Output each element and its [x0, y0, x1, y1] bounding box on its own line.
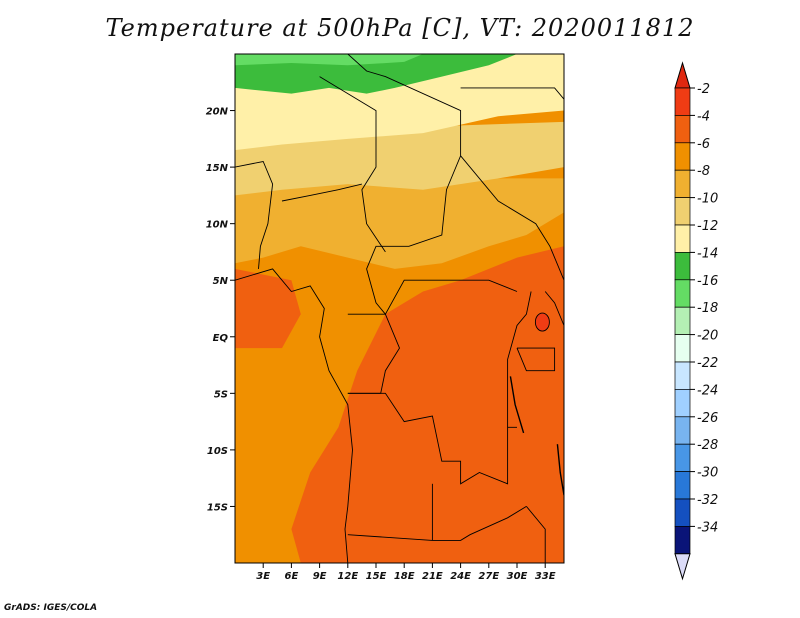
colorbar-swatch [674, 361, 691, 390]
x-tick-label: 6E [285, 571, 299, 582]
colorbar-swatch [674, 334, 691, 363]
map-area [235, 54, 564, 563]
grads-credit: GrADS: IGES/COLA [4, 603, 98, 613]
x-tick-label: 27E [478, 571, 499, 582]
border-line [235, 268, 353, 563]
y-tick-label: 20N [206, 107, 229, 118]
map-frame [234, 53, 565, 564]
y-tick-label: EQ [213, 333, 229, 344]
colorbar-swatch [674, 252, 691, 281]
colorbar-swatch [674, 169, 691, 198]
y-tick-label: 10N [206, 220, 229, 231]
x-tick-label: 30E [507, 571, 528, 582]
band-minus16-minus14 [235, 54, 423, 66]
colorbar-label: -26 [697, 411, 718, 426]
colorbar-swatch [674, 279, 691, 308]
y-axis: 20N 15N 10N 5N EQ 5S 10S 15S [206, 107, 235, 513]
band-minus4-minus2 [291, 246, 564, 563]
colorbar-label: -22 [697, 356, 718, 371]
x-tick-label: 33E [535, 571, 556, 582]
colorbar-swatch [674, 197, 691, 226]
colorbar: -2 -4 -6 -8 -10 -12 -14 -16 -18 -20 -22 -24 -26 -28 -3… [674, 61, 718, 581]
colorbar-swatch [674, 471, 691, 500]
country-borders [235, 54, 564, 563]
y-tick-label: 5S [214, 389, 228, 400]
colorbar-label: -6 [697, 137, 710, 152]
colorbar-label: -16 [697, 274, 718, 289]
colorbar-swatch [674, 87, 691, 116]
colorbar-label: -24 [697, 383, 718, 398]
y-tick-label: 5N [213, 276, 229, 287]
colorbar-label: -34 [697, 520, 718, 535]
border-line [516, 347, 556, 372]
colorbar-swatch [674, 526, 691, 555]
colorbar-label: -4 [697, 109, 710, 124]
band-minus4-minus2-west [235, 268, 301, 349]
border-line [235, 160, 274, 269]
colorbar-label: -18 [697, 301, 718, 316]
border-line [319, 76, 386, 253]
border-line [526, 506, 546, 563]
x-tick-label: 12E [337, 571, 358, 582]
colorbar-swatch [674, 142, 691, 171]
chart-title: Temperature at 500hPa [C], VT: 202001181… [105, 14, 695, 42]
colorbar-swatch [674, 115, 691, 144]
colorbar-label: -14 [697, 246, 718, 261]
colorbar-label: -2 [697, 82, 710, 97]
border-line [281, 183, 363, 202]
colorbar-over-arrow [674, 61, 691, 89]
colorbar-label: -20 [697, 329, 718, 344]
colorbar-label: -28 [697, 438, 718, 453]
band-minus8-minus6 [235, 178, 564, 269]
border-line [347, 54, 518, 315]
y-tick-label: 10S [207, 446, 228, 457]
colorbar-under-arrow [674, 553, 691, 581]
border-line [507, 291, 532, 428]
x-tick-label: 3E [256, 571, 270, 582]
x-tick-label: 18E [394, 571, 415, 582]
colorbar-label: -10 [697, 192, 718, 207]
colorbar-swatch [674, 224, 691, 253]
x-tick-label: 9E [313, 571, 327, 582]
x-tick-label: 15E [366, 571, 387, 582]
colorbar-label: -30 [697, 466, 718, 481]
x-tick-label: 24E [450, 571, 471, 582]
lake-victoria [534, 312, 550, 332]
lake-malawi [556, 444, 564, 496]
y-tick-label: 15N [206, 163, 229, 174]
colorbar-label: -12 [697, 219, 718, 234]
lake-tanganyika [509, 376, 525, 434]
border-line [460, 155, 564, 281]
colorbar-label: -32 [697, 493, 718, 508]
border-line [544, 291, 564, 326]
x-axis: 3E 6E 9E 12E 15E 18E 21E 24E 27E 30E 33E [256, 563, 556, 582]
colorbar-label: -8 [697, 164, 710, 179]
colorbar-swatch [674, 443, 691, 472]
border-line [460, 87, 564, 100]
colorbar-swatch [674, 306, 691, 335]
x-tick-label: 21E [422, 571, 443, 582]
border-line [347, 506, 527, 541]
y-tick-label: 15S [207, 502, 228, 513]
colorbar-swatch [674, 416, 691, 445]
border-line [347, 392, 517, 485]
colorbar-swatch [674, 498, 691, 527]
colorbar-swatch [674, 389, 691, 418]
